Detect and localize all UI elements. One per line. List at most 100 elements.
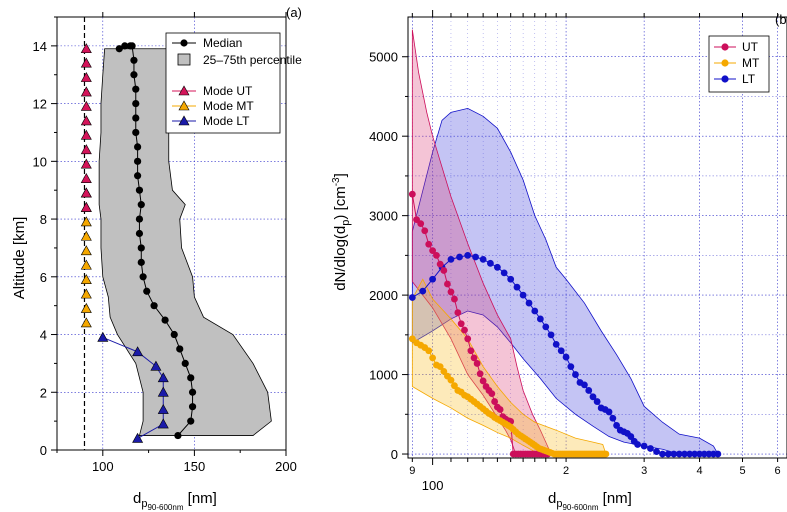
median-point [188,388,197,396]
series-lt-point [627,433,635,440]
legend-mode_lt-label: Mode LT [203,114,250,128]
median-point [132,100,140,108]
mode_ut-point [80,187,92,198]
series-ut-point [429,247,437,255]
panel-b-xtick-minor-label: 6 [775,465,781,477]
median-point [135,229,144,238]
mode_ut-point [80,115,92,126]
panel-a-series [80,17,197,450]
mode_mt-point [80,317,92,328]
mode_ut-point [80,86,92,97]
series-ut-point [476,370,484,378]
mode_mt-point [80,259,92,270]
series-lt-point [531,307,539,315]
series-lt-point [609,414,617,422]
mode_lt-point [150,360,162,371]
panel-a-ytick-label: 6 [40,270,47,285]
series-lt-point [605,408,613,416]
mode_ut-point [80,57,92,68]
series-lt-point [653,448,660,456]
mode_ut-point [80,100,92,111]
series-lt-point [500,269,508,277]
median-point [137,201,145,209]
series-ut-point [451,295,458,303]
series-lt-point [525,299,533,307]
series-lt-point [640,442,648,450]
median-point [130,56,138,64]
series-lt-point [686,450,694,458]
median-point [187,374,195,382]
panel-b-label: (b [775,12,787,27]
series-mt-point [602,450,610,458]
median-point [161,316,169,324]
panel-b-ytick-label: 3000 [369,209,398,224]
series-ut-point [461,326,468,334]
panel-b-frame [407,16,787,459]
median-point [170,330,178,339]
series-lt-point [634,441,642,448]
series-ut-point [488,390,496,398]
legend-percentile-swatch [177,53,191,66]
legend-mode_mt-label: Mode MT [203,99,254,113]
legend-ut-label: UT [742,40,759,54]
series-lt-point [593,398,601,405]
mode_mt-point [80,216,92,227]
median-point [139,273,147,281]
panel-b-legend-box [708,35,770,93]
median-point [132,128,140,137]
series-lt-point [714,450,722,458]
series-lt-point [472,253,479,261]
series-lt-point [447,255,455,263]
panel-b-xtick-minor-label: 9 [409,465,415,477]
series-lt-point [536,315,544,323]
series-lt-point [670,450,678,458]
series-lt-point [486,259,494,267]
mode_lt-point [97,331,109,342]
median-point [132,114,140,122]
series-lt-point [691,450,699,458]
median-point [143,287,151,295]
series-ut-point [425,240,433,248]
panel-b-ytick-label: 1000 [369,368,398,383]
panel-a-xtick-label: 100 [92,459,114,474]
median-point [115,45,123,53]
band-ut [411,29,552,455]
mode_lt-point [157,386,169,397]
panel-b-ytick-label: 2000 [369,288,398,303]
median-point [187,417,195,425]
series-lt-point [675,450,683,458]
series-lt-point [589,393,597,401]
panel-a-ytick-label: 12 [33,97,47,112]
mode_ut-point [80,43,92,54]
series-lt-point [552,340,560,348]
series-mt-point [408,335,416,343]
panel-b-legend: UT MT LT [708,35,770,93]
series-lt-point [696,450,703,458]
series-lt-point [659,450,666,458]
series-ut-point [470,354,478,362]
panel-b-xtick-minor-label: 5 [739,465,745,477]
series-lt-point [581,381,588,389]
legend-mode_ut-label: Mode UT [203,84,253,98]
legend-mt-marker [721,59,729,67]
panel-a-xlabel: dp90-600nm [nm] [133,490,217,512]
median-point [134,143,142,151]
panel-a-xtick-label: 150 [184,459,206,474]
series-ut-point [473,360,481,367]
series-ut-point [440,267,448,274]
panel-a-axes [56,16,287,451]
series-lt-point [429,275,437,283]
mode_ut-point [80,158,92,169]
series-lt-point [557,347,565,355]
panel-b-ytick-label: 0 [391,447,398,462]
median-point [130,71,138,79]
median-point [135,186,144,194]
legend-lt-label: LT [742,72,756,86]
panel-a: 100 150 200 0 2 4 6 8 10 12 14 (a) Median 25–75th p… [11,5,302,512]
panel-b-xtick-label: 100 [422,478,444,493]
mode_ut-point [80,173,92,183]
panel-a-frame [56,16,287,451]
series-lt-point [479,255,487,263]
median-point [126,42,134,50]
panel-a-xtick-label: 200 [275,459,297,474]
